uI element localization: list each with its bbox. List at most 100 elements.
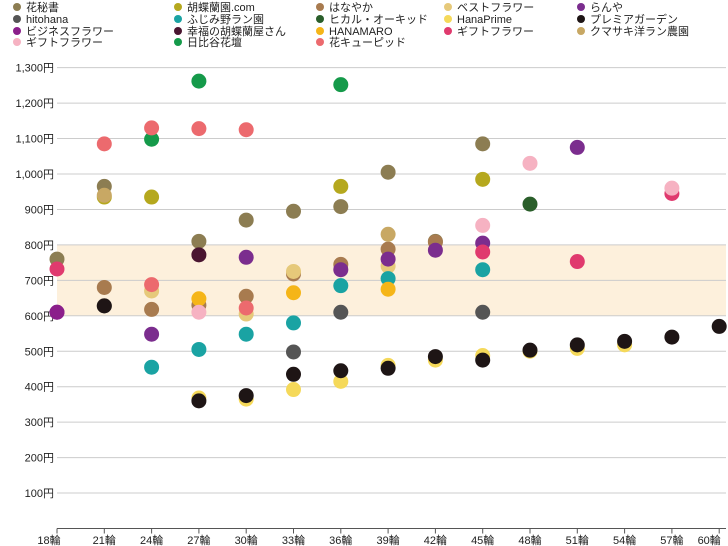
legend-label: ビジネスフラワー [26, 25, 114, 38]
x-tick-label: 57輪 [660, 533, 683, 546]
data-point [522, 196, 538, 212]
data-point [380, 281, 396, 297]
data-point [144, 131, 160, 147]
data-point [522, 155, 538, 171]
data-point [238, 388, 254, 404]
legend-label: クマサキ洋ラン農園 [590, 24, 689, 38]
legend-marker [316, 3, 324, 11]
data-point [664, 329, 680, 345]
data-point [475, 262, 491, 278]
data-point [191, 304, 207, 320]
legend-marker [174, 15, 182, 23]
x-tick-label: 45輪 [471, 533, 494, 546]
legend-marker [13, 3, 21, 11]
legend-label: HanaPrime [457, 14, 512, 26]
data-point [333, 278, 349, 294]
data-point [569, 337, 585, 353]
data-point [475, 352, 491, 368]
legend-label: ヒカル・オーキッド [329, 13, 428, 26]
legend-marker [174, 3, 182, 11]
data-point [49, 304, 65, 320]
x-tick-label: 27輪 [187, 533, 210, 546]
data-point [475, 244, 491, 260]
legend-marker [444, 3, 452, 11]
x-tick-label: 30輪 [235, 533, 258, 546]
y-tick-label: 100円 [25, 488, 54, 500]
legend-marker [577, 15, 585, 23]
legend-marker [174, 38, 182, 46]
legend-label: ギフトフラワー [26, 36, 103, 49]
data-point [191, 233, 207, 249]
data-point [144, 120, 160, 136]
data-point [333, 77, 349, 93]
data-point [286, 315, 301, 331]
legend-marker [316, 38, 324, 46]
legend-label: HANAMARO [329, 26, 393, 38]
data-point [380, 226, 396, 242]
legend-marker [316, 15, 324, 23]
legend-marker [174, 27, 182, 35]
legend-marker [577, 3, 585, 11]
x-tick-label: 54輪 [613, 533, 636, 546]
x-tick-label: 39輪 [376, 533, 399, 546]
data-point [569, 254, 585, 270]
data-point [191, 393, 207, 409]
data-point [144, 326, 160, 342]
data-point [49, 261, 65, 277]
x-tick-label: 42輪 [424, 533, 447, 546]
data-point [191, 247, 207, 263]
data-point [711, 318, 727, 334]
data-point [333, 363, 349, 379]
data-point [333, 199, 349, 215]
legend-label: 日比谷花壇 [187, 35, 242, 49]
x-tick-label: 60輪 [698, 533, 721, 546]
legend-marker [13, 27, 21, 35]
legend-marker [13, 38, 21, 46]
y-tick-label: 300円 [25, 417, 54, 429]
data-point [144, 277, 160, 293]
data-point [475, 171, 491, 187]
data-point [333, 304, 349, 320]
y-tick-label: 1,100円 [15, 134, 54, 146]
data-point [191, 121, 207, 137]
data-point [333, 373, 349, 389]
legend-label: ギフトフラワー [457, 25, 534, 38]
data-point [238, 300, 254, 316]
legend-label: らんや [590, 1, 623, 14]
data-point [238, 212, 254, 228]
data-point [380, 271, 396, 287]
data-point [144, 189, 160, 205]
legend-marker [577, 27, 585, 35]
y-tick-label: 600円 [25, 311, 54, 323]
x-tick-label: 33輪 [282, 533, 305, 546]
data-point [475, 217, 491, 233]
x-tick-label: 51輪 [566, 533, 589, 546]
data-point [96, 279, 112, 295]
data-point [96, 298, 112, 314]
x-tick-label: 18輪 [37, 533, 60, 546]
data-point [238, 326, 254, 342]
legend-label: プレミアガーデン [590, 12, 678, 26]
data-point [96, 187, 112, 203]
data-point [191, 73, 207, 89]
data-point [286, 285, 301, 301]
data-point [522, 342, 538, 358]
x-tick-label: 36輪 [329, 533, 352, 546]
data-point [380, 360, 396, 376]
y-tick-label: 200円 [25, 453, 54, 465]
legend-label: ふじみ野ラン園 [187, 13, 264, 26]
legend-label: ベストフラワー [457, 2, 534, 14]
y-tick-label: 500円 [25, 346, 54, 358]
data-point [144, 301, 160, 317]
data-point [286, 263, 301, 279]
y-tick-label: 700円 [25, 275, 54, 287]
data-point [475, 136, 491, 152]
data-point [427, 242, 443, 258]
data-point [238, 249, 254, 265]
y-tick-label: 900円 [25, 204, 54, 216]
data-point [144, 359, 160, 375]
data-point [569, 139, 585, 155]
y-tick-label: 400円 [25, 382, 54, 394]
